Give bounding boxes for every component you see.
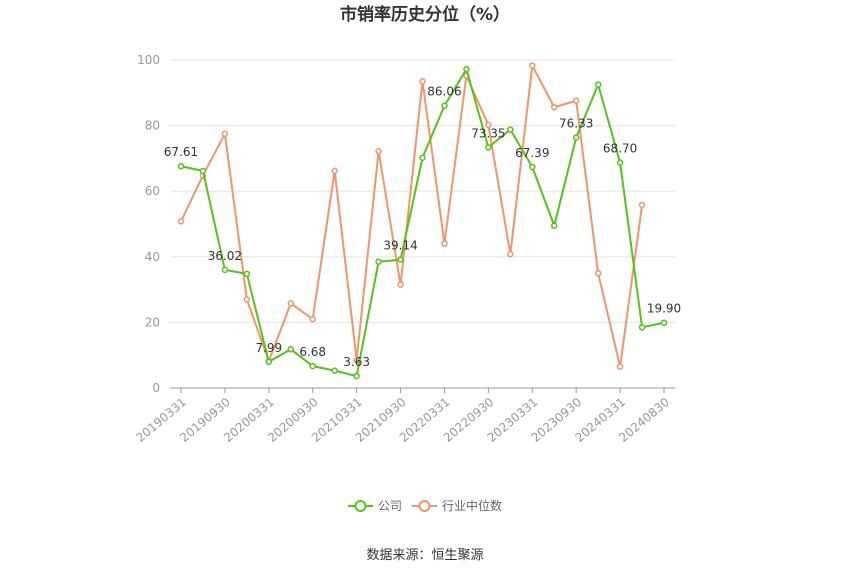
- data-point[interactable]: [616, 363, 624, 370]
- data-point[interactable]: [221, 266, 229, 274]
- data-point[interactable]: [485, 121, 492, 129]
- data-point[interactable]: [572, 97, 580, 104]
- y-tick-label: 20: [145, 315, 160, 329]
- data-point[interactable]: [199, 167, 207, 175]
- x-axis: 2019033120190930202003312020093020210331…: [133, 387, 675, 445]
- chart-title: 市销率历史分位（%）: [340, 4, 510, 25]
- data-point[interactable]: [550, 103, 558, 111]
- data-point[interactable]: [177, 162, 185, 170]
- legend-marker: [418, 500, 431, 512]
- data-label: 86.06: [427, 85, 461, 99]
- source-note: 数据来源：恒生聚源: [366, 548, 483, 563]
- data-point[interactable]: [419, 78, 426, 85]
- legend-item-industry-median[interactable]: 行业中位数: [412, 498, 502, 513]
- data-point[interactable]: [265, 358, 273, 366]
- data-point[interactable]: [177, 218, 185, 225]
- data-point[interactable]: [507, 250, 514, 258]
- data-point[interactable]: [529, 62, 536, 69]
- data-label: 7.99: [255, 341, 282, 355]
- data-point[interactable]: [243, 270, 251, 278]
- data-point[interactable]: [529, 163, 536, 171]
- data-point[interactable]: [507, 126, 514, 133]
- data-label: 76.33: [559, 117, 593, 131]
- legend-label: 公司: [378, 499, 402, 513]
- data-point[interactable]: [331, 367, 338, 374]
- data-label: 73.35: [471, 126, 505, 140]
- y-tick-label: 100: [137, 53, 160, 67]
- data-point[interactable]: [243, 296, 251, 303]
- y-tick-label: 80: [145, 119, 160, 133]
- data-point[interactable]: [550, 222, 558, 229]
- data-point[interactable]: [309, 362, 316, 370]
- y-axis: 0 20 40 60 80 100: [137, 53, 160, 395]
- data-label: 68.70: [603, 142, 637, 156]
- data-point[interactable]: [441, 102, 448, 109]
- data-point[interactable]: [375, 147, 382, 155]
- data-labels: 67.61 36.02 7.99 6.68 3.63 39.14 86.06 73.35 67.…: [164, 85, 681, 369]
- data-point[interactable]: [287, 346, 295, 353]
- data-point[interactable]: [221, 130, 229, 138]
- data-point[interactable]: [572, 134, 580, 141]
- legend-item-company[interactable]: 公司: [348, 499, 402, 513]
- data-label: 67.39: [515, 146, 549, 160]
- data-point[interactable]: [441, 240, 448, 247]
- y-tick-label: 0: [152, 381, 160, 395]
- data-label: 39.14: [383, 239, 417, 253]
- data-point[interactable]: [463, 65, 470, 73]
- data-point[interactable]: [660, 319, 668, 326]
- plot-lines: [177, 62, 668, 380]
- data-point[interactable]: [594, 269, 602, 277]
- data-label: 6.68: [299, 345, 326, 359]
- data-point[interactable]: [309, 315, 316, 323]
- data-point[interactable]: [353, 372, 360, 380]
- legend-marker: [354, 500, 367, 512]
- y-tick-label: 40: [145, 250, 160, 264]
- data-point[interactable]: [287, 300, 295, 307]
- data-label: 67.61: [164, 145, 198, 159]
- data-point[interactable]: [638, 324, 646, 331]
- data-point[interactable]: [638, 201, 646, 209]
- data-point[interactable]: [616, 159, 624, 166]
- data-label: 19.90: [647, 302, 681, 316]
- series-line-industry-median: [180, 64, 644, 368]
- data-point[interactable]: [397, 281, 404, 288]
- data-point[interactable]: [375, 258, 382, 265]
- data-label: 36.02: [208, 249, 242, 263]
- legend[interactable]: 公司 行业中位数: [348, 498, 502, 513]
- data-point[interactable]: [594, 81, 602, 88]
- data-point[interactable]: [485, 144, 492, 151]
- data-point[interactable]: [397, 256, 404, 263]
- legend-label: 行业中位数: [442, 498, 502, 513]
- data-label: 3.63: [343, 355, 370, 369]
- grid: [170, 59, 675, 323]
- data-point[interactable]: [331, 167, 338, 175]
- y-tick-label: 60: [145, 184, 160, 198]
- data-point[interactable]: [419, 154, 426, 161]
